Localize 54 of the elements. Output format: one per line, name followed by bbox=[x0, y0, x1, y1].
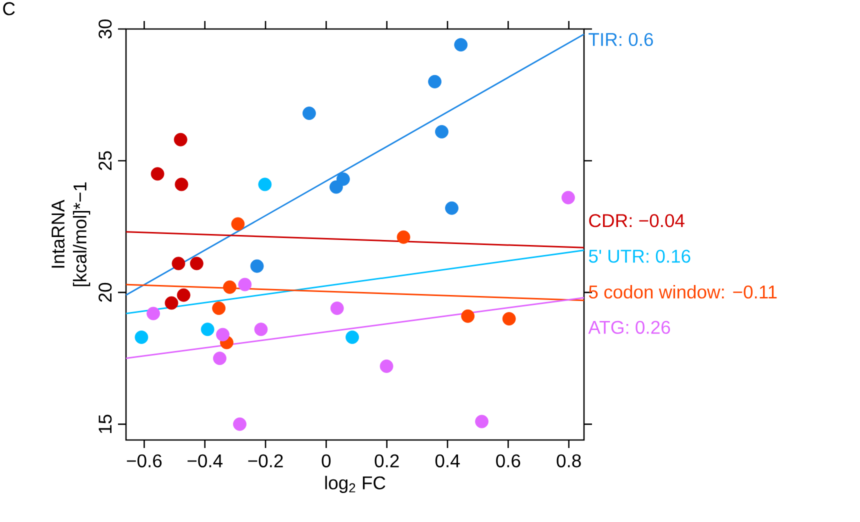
point bbox=[396, 230, 410, 244]
text: C bbox=[3, 2, 15, 16]
point bbox=[172, 256, 186, 270]
x-tick-label: 0 bbox=[322, 454, 331, 468]
y-tick-label: 30 bbox=[98, 19, 112, 39]
point bbox=[200, 322, 214, 336]
point bbox=[302, 106, 316, 120]
point bbox=[461, 309, 475, 323]
x-tick-label: 0.8 bbox=[556, 454, 581, 468]
y-tick-label: 15 bbox=[98, 414, 112, 434]
y-tick-label: 20 bbox=[98, 282, 112, 302]
point bbox=[190, 256, 204, 270]
point bbox=[233, 417, 246, 431]
point bbox=[435, 125, 448, 138]
point bbox=[562, 190, 575, 204]
point bbox=[238, 278, 252, 292]
x-tick-label: 0.4 bbox=[435, 454, 460, 468]
point bbox=[254, 322, 268, 336]
point bbox=[231, 217, 245, 231]
point bbox=[258, 178, 272, 192]
x-tick-label: 0.2 bbox=[374, 454, 399, 468]
point bbox=[330, 302, 344, 315]
series-label: 5' UTR: 0.16 bbox=[588, 250, 690, 263]
point bbox=[445, 201, 458, 215]
point bbox=[174, 178, 188, 192]
series-label: CDR: −0.04 bbox=[589, 214, 684, 228]
point bbox=[146, 306, 160, 320]
y-axis-title: IntaRNA [kcal/mol]*−1 bbox=[52, 182, 90, 286]
point bbox=[216, 328, 230, 342]
x-tick-label: 0.6 bbox=[496, 454, 520, 468]
y-tick-label: 25 bbox=[98, 151, 112, 170]
point bbox=[454, 38, 468, 52]
series-label: ATG: 0.26 bbox=[588, 320, 670, 334]
point bbox=[250, 259, 264, 273]
point bbox=[164, 296, 178, 310]
series-label: 5 codon window: −0.11 bbox=[588, 285, 777, 299]
series-label: TIR: 0.6 bbox=[588, 32, 653, 46]
x-tick-label: −0.4 bbox=[188, 454, 223, 468]
point bbox=[223, 280, 236, 294]
point bbox=[134, 330, 148, 344]
point bbox=[330, 180, 343, 194]
point bbox=[475, 414, 488, 428]
point bbox=[176, 288, 190, 302]
point bbox=[346, 330, 359, 344]
point bbox=[428, 74, 442, 88]
point bbox=[502, 312, 516, 326]
x-tick-label: −0.2 bbox=[248, 454, 283, 468]
point bbox=[174, 132, 188, 146]
x-tick-label: −0.6 bbox=[126, 454, 162, 468]
x-axis-title: log$_{2}$ FC bbox=[325, 476, 386, 494]
point bbox=[150, 167, 164, 181]
point bbox=[380, 360, 394, 373]
point bbox=[213, 352, 226, 366]
point bbox=[212, 302, 226, 315]
